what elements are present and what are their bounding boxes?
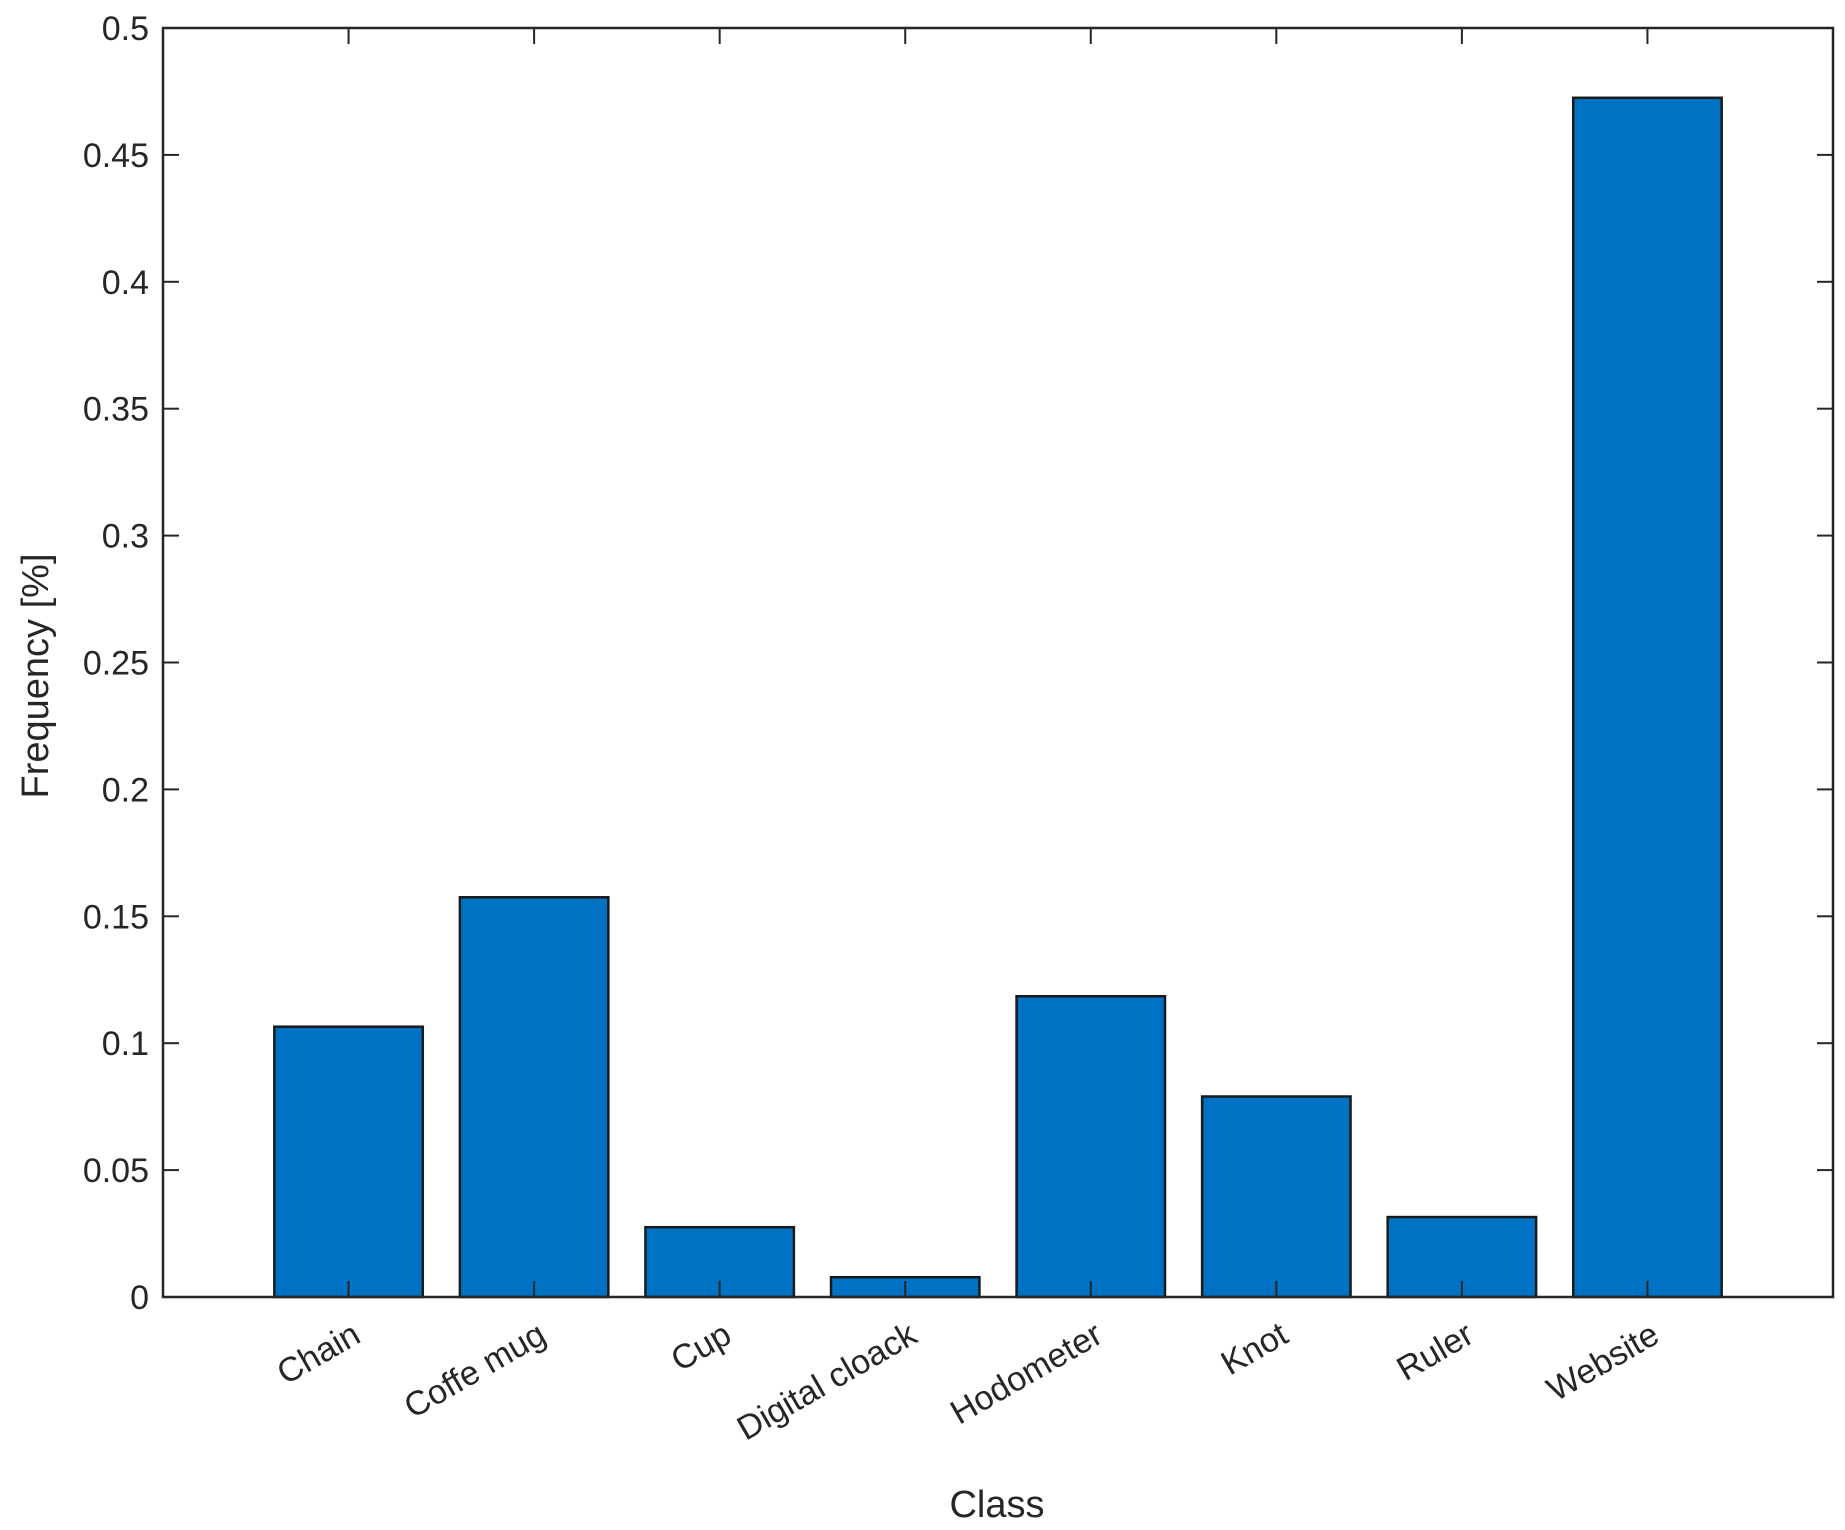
- y-tick-label: 0.2: [102, 771, 149, 809]
- y-tick-label: 0.05: [83, 1152, 149, 1190]
- y-tick-label: 0: [130, 1279, 149, 1317]
- bar-chain: [273, 1025, 425, 1299]
- bar-website: [1571, 96, 1723, 1299]
- ticks-group: [163, 27, 1833, 1298]
- y-tick-label: 0.35: [83, 391, 149, 429]
- bars-group: [273, 96, 1723, 1299]
- y-axis-title: Frequency [%]: [15, 554, 57, 799]
- x-tick-label: Chain: [271, 1315, 367, 1392]
- y-tick-label: 0.45: [83, 137, 149, 175]
- y-tick-label: 0.1: [102, 1025, 149, 1063]
- y-tick-label: 0.3: [102, 518, 149, 556]
- x-tick-label: Coffe mug: [398, 1315, 552, 1426]
- x-axis-title: Class: [949, 1484, 1044, 1526]
- y-tick-label: 0.25: [83, 645, 149, 683]
- x-tick-label: Knot: [1215, 1315, 1295, 1383]
- x-tick-label: Ruler: [1391, 1315, 1480, 1389]
- bar-hodometer: [1015, 994, 1167, 1299]
- x-tick-label: Hodometer: [944, 1315, 1109, 1432]
- y-tick-label: 0.15: [83, 898, 149, 936]
- x-tick-label: Website: [1541, 1315, 1666, 1409]
- y-tick-label: 0.5: [102, 10, 149, 48]
- bar-knot: [1200, 1095, 1352, 1299]
- y-tick-label: 0.4: [102, 264, 149, 302]
- x-tick-label: Cup: [665, 1315, 738, 1379]
- x-tick-label: Digital cloack: [731, 1315, 924, 1449]
- bar-coffe-mug: [458, 896, 610, 1299]
